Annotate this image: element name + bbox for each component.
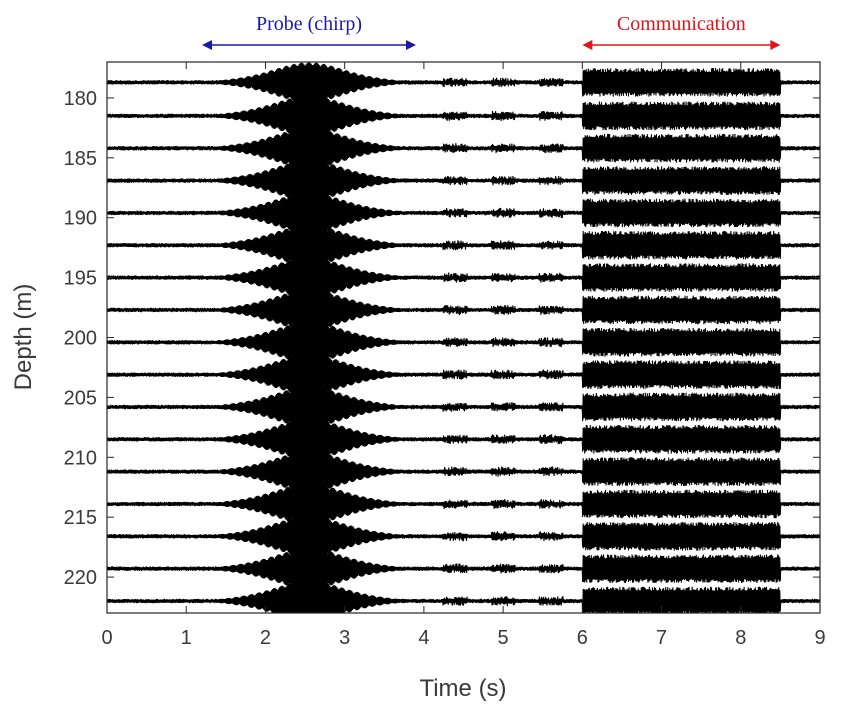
traces-group [107,62,820,613]
y-axis-title: Depth (m) [10,284,37,391]
annotations-group: Probe (chirp) Communication [202,13,781,50]
annotation-label: Communication [617,13,746,35]
trace-line [107,354,820,395]
trace-line [107,160,820,201]
trace-line [107,128,820,169]
trace-line [107,289,820,331]
y-tick-label: 210 [64,447,97,469]
trace-line [107,581,820,613]
x-tick-label: 9 [814,627,825,649]
x-tick-label: 2 [260,627,271,649]
x-tick-label: 0 [101,627,112,649]
trace-line [107,548,820,589]
x-tick-label: 5 [498,627,509,649]
trace-line [107,192,820,233]
trace-line [107,419,820,460]
y-tick-label: 200 [64,328,97,350]
y-tick-label: 215 [64,507,97,529]
x-tick-label: 6 [577,627,588,649]
x-axis-title: Time (s) [419,675,506,702]
arrowhead-left-icon [582,40,593,50]
y-tick-label: 205 [64,387,97,409]
trace-line [107,95,820,136]
x-tick-label: 1 [181,627,192,649]
y-tick-label: 195 [64,268,97,290]
trace-line [107,483,820,525]
arrowhead-right-icon [770,40,781,50]
trace-line [107,516,820,557]
trace-line [107,451,820,492]
arrowhead-left-icon [202,40,213,50]
x-tick-label: 3 [339,627,350,649]
y-tick-label: 220 [64,567,97,589]
ticks-group: 0 1 2 3 4 5 6 7 8 9 180 185 190 195 200 205 210 215 220 [64,62,826,649]
trace-line [107,225,820,266]
y-tick-label: 190 [64,208,97,230]
trace-line [107,386,820,428]
trace-line [107,257,820,298]
x-tick-label: 4 [418,627,429,649]
trace-line [107,322,820,363]
x-tick-label: 8 [735,627,746,649]
y-tick-label: 180 [64,88,97,110]
annotation-label: Probe (chirp) [256,13,362,35]
arrowhead-right-icon [405,40,416,50]
y-tick-label: 185 [64,148,97,170]
x-tick-label: 7 [656,627,667,649]
trace-line [107,62,820,103]
